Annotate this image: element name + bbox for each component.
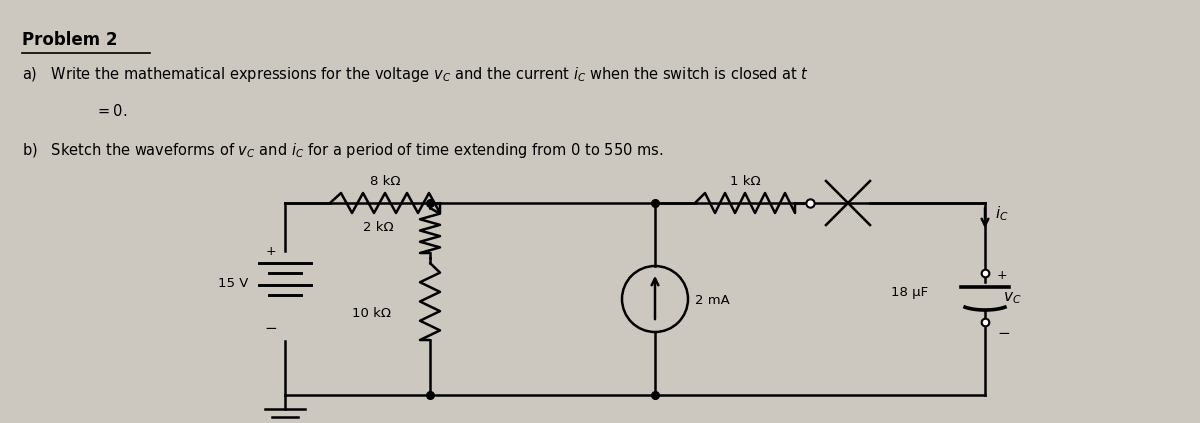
Text: −: − [265, 321, 277, 335]
Text: Problem 2: Problem 2 [22, 31, 118, 49]
Text: +: + [997, 269, 1008, 282]
Text: 2 kΩ: 2 kΩ [362, 220, 394, 233]
Text: 1 kΩ: 1 kΩ [730, 175, 761, 188]
Text: $v_C$: $v_C$ [1003, 290, 1021, 306]
Text: $i_C$: $i_C$ [995, 204, 1009, 222]
Text: 15 V: 15 V [218, 277, 248, 289]
Text: b)   Sketch the waveforms of $v_C$ and $i_C$ for a period of time extending from: b) Sketch the waveforms of $v_C$ and $i_… [22, 141, 664, 160]
Text: −: − [997, 326, 1009, 341]
Text: 18 μF: 18 μF [892, 286, 929, 299]
Text: 8 kΩ: 8 kΩ [370, 175, 401, 188]
Text: a)   Write the mathematical expressions for the voltage $v_C$ and the current $i: a) Write the mathematical expressions fo… [22, 65, 809, 84]
Text: $= 0.$: $= 0.$ [67, 103, 127, 119]
Text: +: + [265, 245, 276, 258]
Text: 2 mA: 2 mA [695, 294, 730, 307]
Text: 10 kΩ: 10 kΩ [353, 307, 391, 319]
